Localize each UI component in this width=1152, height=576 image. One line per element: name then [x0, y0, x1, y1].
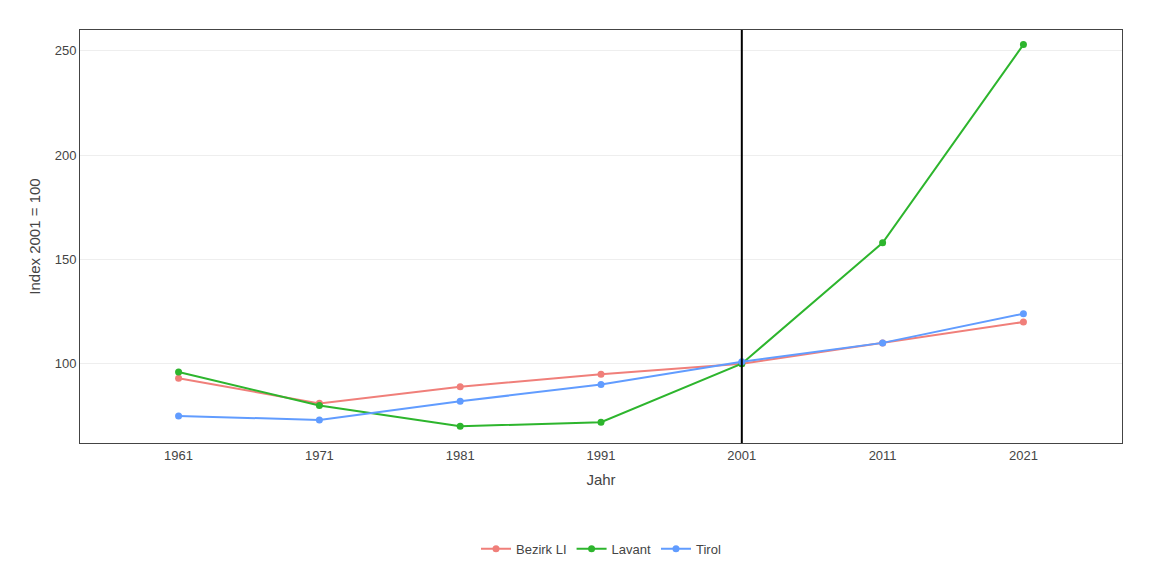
svg-text:1991: 1991	[587, 448, 616, 463]
svg-text:2001: 2001	[727, 448, 756, 463]
svg-text:2021: 2021	[1009, 448, 1038, 463]
svg-text:150: 150	[55, 252, 77, 267]
svg-text:200: 200	[55, 148, 77, 163]
svg-text:1971: 1971	[305, 448, 334, 463]
svg-text:Index 2001 = 100: Index 2001 = 100	[26, 178, 43, 294]
svg-text:2011: 2011	[869, 448, 897, 463]
svg-text:250: 250	[55, 43, 77, 58]
svg-text:1981: 1981	[446, 448, 475, 463]
svg-text:Lavant: Lavant	[612, 542, 651, 557]
svg-text:1961: 1961	[164, 448, 193, 463]
svg-text:100: 100	[55, 356, 77, 371]
svg-text:Tirol: Tirol	[696, 542, 721, 557]
svg-text:Jahr: Jahr	[586, 471, 615, 488]
svg-text:Bezirk LI: Bezirk LI	[516, 542, 567, 557]
